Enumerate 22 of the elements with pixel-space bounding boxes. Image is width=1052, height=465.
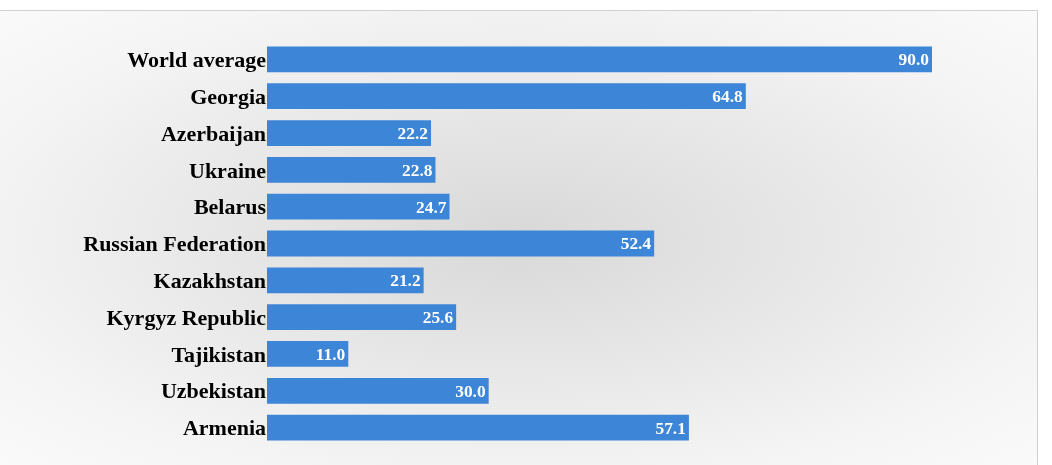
data-label: 22.8	[402, 160, 433, 180]
y-tick-label: Belarus	[193, 194, 267, 220]
y-tick-label: Uzbekistan	[160, 378, 266, 404]
data-label: 24.7	[416, 197, 447, 217]
data-label: 90.0	[898, 49, 930, 70]
data-label: 25.6	[422, 308, 454, 328]
y-tick-label: Tajikistan	[171, 341, 266, 367]
data-label: 21.2	[390, 271, 421, 291]
data-label: 64.8	[712, 87, 744, 107]
y-tick-label: Georgia	[190, 83, 266, 109]
y-tick-label: Ukraine	[189, 157, 267, 183]
y-tick-label: Armenia	[182, 415, 266, 441]
y-tick-label: Kyrgyz Republic	[106, 304, 267, 330]
data-label: 11.0	[315, 344, 346, 364]
data-label: 22.2	[397, 123, 429, 143]
y-tick-label: Kazakhstan	[153, 268, 266, 294]
y-tick-label: World average	[127, 47, 267, 73]
data-label: 52.4	[620, 233, 652, 254]
y-tick-label: Azerbaijan	[160, 120, 266, 146]
data-label: 30.0	[455, 381, 486, 401]
data-label: 57.1	[655, 417, 686, 438]
y-tick-label: Russian Federation	[83, 231, 266, 257]
